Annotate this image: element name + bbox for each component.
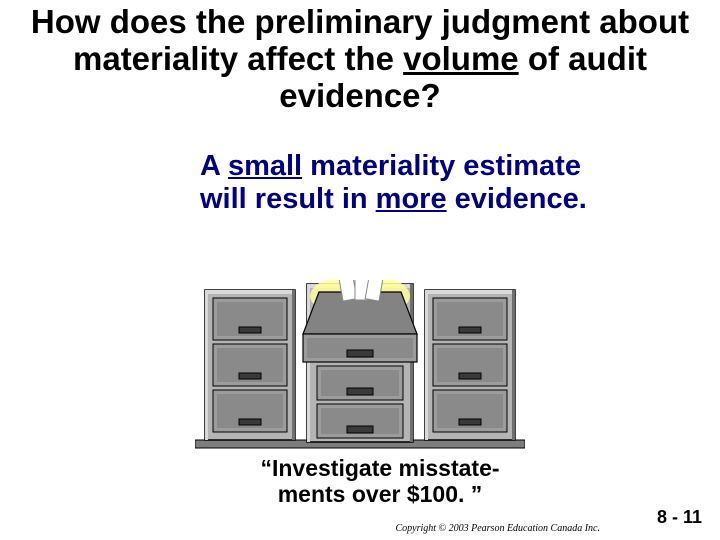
cabinet-right: [425, 290, 515, 440]
drawer: [213, 298, 287, 340]
drawer: [213, 390, 287, 432]
cabinets-svg: [195, 280, 525, 450]
quote-text: “Investigate misstate- ments over $100. …: [190, 455, 570, 508]
cabinet-center: [303, 280, 417, 442]
drawer: [213, 344, 287, 386]
page-number: 8 - 11: [657, 507, 702, 528]
copyright-text: Copyright © 2003 Pearson Education Canad…: [395, 523, 600, 534]
cabinet-left: [205, 290, 295, 440]
body-u-small: small: [228, 150, 302, 182]
drawer: [433, 298, 507, 340]
body-pre: A: [200, 150, 228, 182]
title-underline-volume: volume: [403, 40, 519, 77]
filing-cabinets-graphic: [195, 280, 525, 450]
drawer: [433, 344, 507, 386]
drawer: [433, 390, 507, 432]
slide-title: How does the preliminary judgment about …: [10, 4, 710, 115]
body-text: A small materiality estimate will result…: [200, 150, 620, 217]
body-post: evidence.: [447, 183, 587, 215]
drawer: [317, 404, 403, 438]
body-u-more: more: [376, 183, 447, 215]
drawer: [317, 366, 403, 400]
